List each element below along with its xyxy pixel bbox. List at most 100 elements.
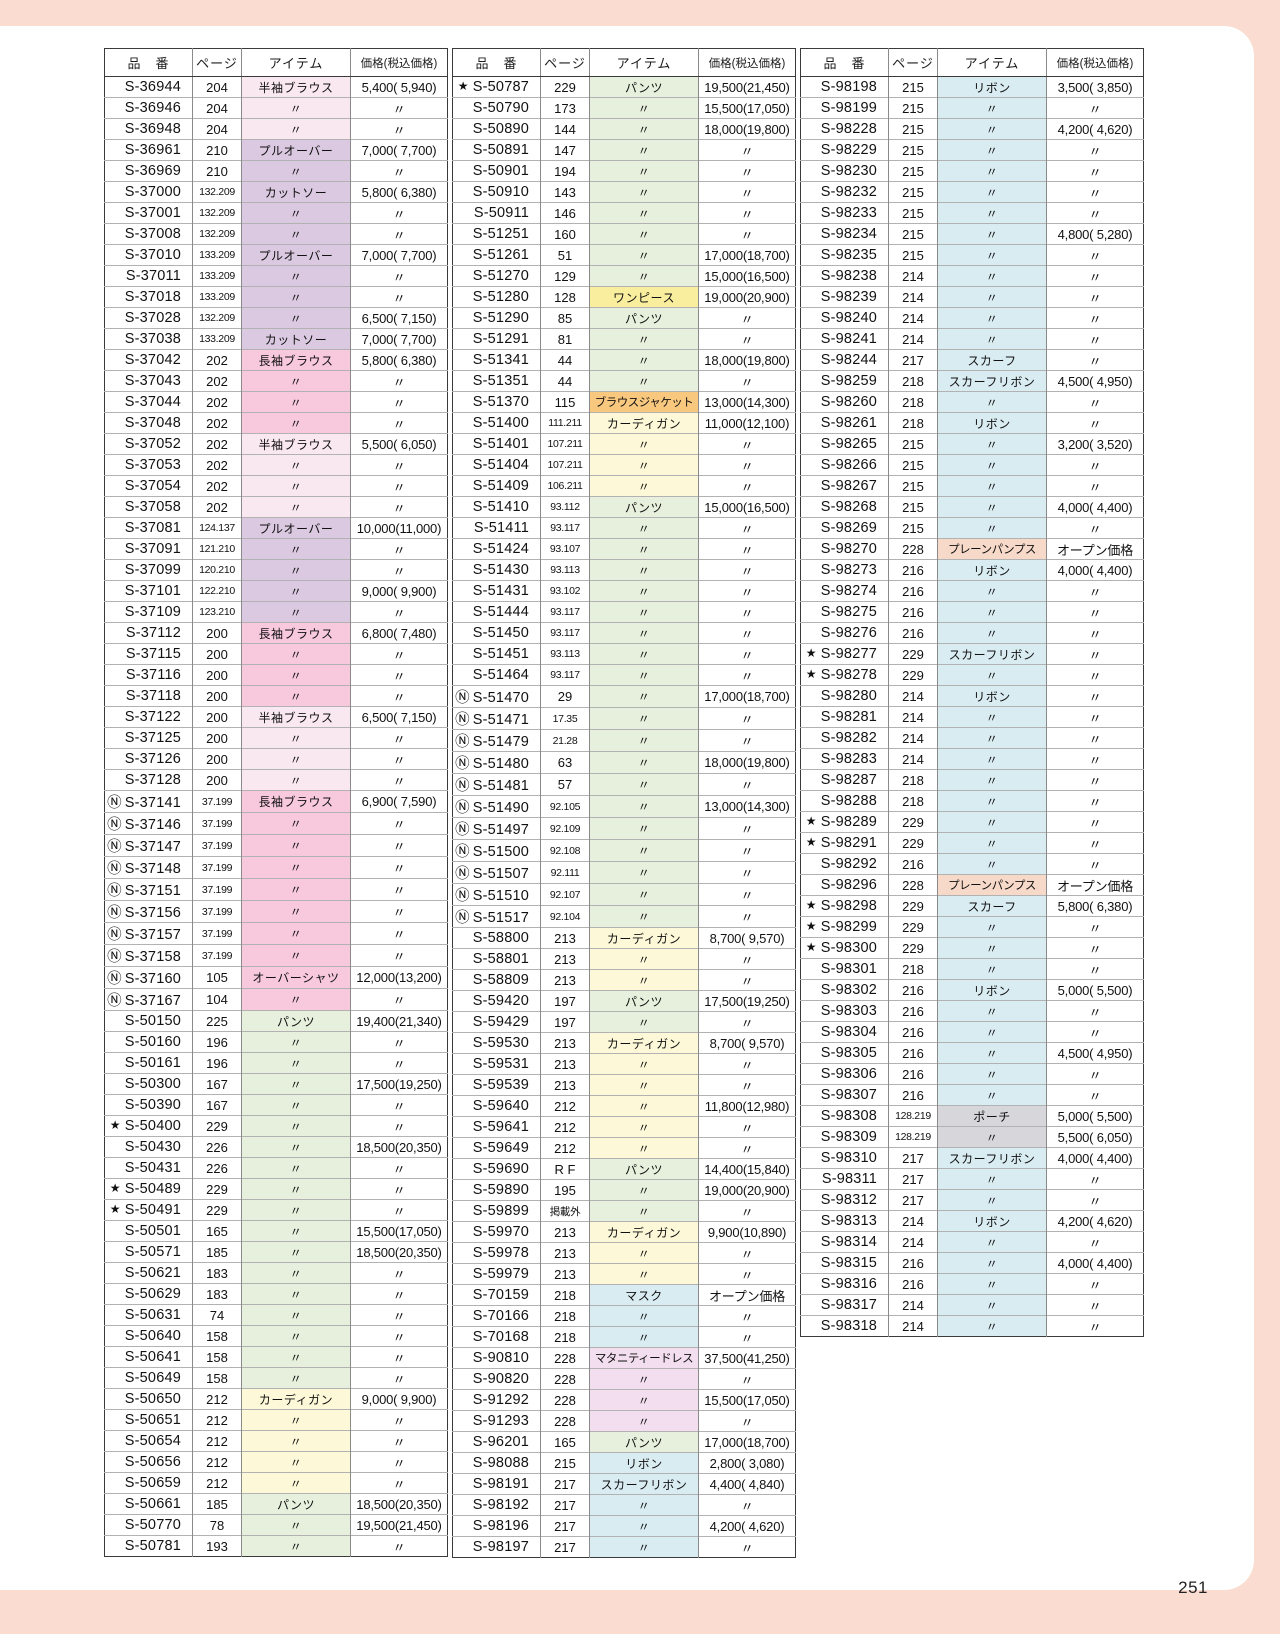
table-row: S-98269 215 〃〃: [800, 517, 1144, 539]
page-ref-cell: 217: [888, 1189, 938, 1211]
table-row: S-50656 212 〃〃: [104, 1451, 448, 1473]
new-item-icon: Ⓝ: [455, 866, 470, 882]
table-row: S-50629 183 〃〃: [104, 1283, 448, 1305]
price-cell: 〃: [698, 370, 796, 392]
price-cell: 〃: [1046, 1021, 1144, 1043]
product-code-cell: ★ S-98278: [800, 664, 889, 686]
item-name-cell: リボン: [937, 685, 1047, 707]
table-row: S-59978 213 〃〃: [452, 1242, 796, 1264]
price-cell: 〃: [350, 1535, 448, 1557]
price-cell: 7,000( 7,700): [350, 244, 448, 266]
item-name-cell: 〃: [589, 1095, 699, 1117]
table-row: S-50390 167 〃〃: [104, 1094, 448, 1116]
product-code: S-37158: [124, 949, 181, 965]
product-code-cell: S-51409: [452, 475, 541, 497]
item-name-cell: 〃: [937, 1021, 1047, 1043]
page-ref-cell: 213: [540, 1074, 590, 1096]
product-code: S-98301: [820, 961, 877, 977]
product-code: S-59890: [472, 1182, 529, 1198]
price-cell: オープン価格: [1046, 874, 1144, 896]
product-code-cell: S-70166: [452, 1305, 541, 1327]
item-name-cell: 〃: [937, 328, 1047, 350]
item-name-cell: 〃: [589, 1263, 699, 1285]
page-ref-cell: 92.107: [540, 883, 590, 906]
product-code: S-50651: [124, 1412, 181, 1428]
product-code-cell: ★ S-50491: [104, 1199, 193, 1221]
page-ref-cell: 202: [192, 349, 242, 371]
product-code: S-98233: [820, 205, 877, 221]
price-cell: 〃: [350, 118, 448, 140]
page-ref-cell: 200: [192, 727, 242, 749]
product-code: S-98244: [820, 352, 877, 368]
item-name-cell: 〃: [589, 643, 699, 665]
table-row: S-50571 185 〃 18,500(20,350): [104, 1241, 448, 1263]
price-cell: 〃: [698, 1074, 796, 1096]
page-ref-cell: 37.199: [192, 856, 242, 879]
product-code-cell: Ⓝ S-51490: [452, 795, 541, 818]
product-code-cell: S-50390: [104, 1094, 193, 1116]
page-ref-cell: 185: [192, 1493, 242, 1515]
item-name-cell: 〃: [589, 1305, 699, 1327]
price-cell: 〃: [1046, 265, 1144, 287]
price-cell: 〃: [1046, 1000, 1144, 1022]
table-row: S-59970 213 カーディガン 9,900(10,890): [452, 1221, 796, 1243]
product-code: S-98198: [820, 79, 877, 95]
page-ref-cell: 215: [540, 1452, 590, 1474]
product-code-cell: Ⓝ S-51507: [452, 861, 541, 884]
item-name-cell: 〃: [241, 1304, 351, 1326]
page-ref-cell: 229: [888, 916, 938, 938]
item-name-cell: 〃: [241, 391, 351, 413]
product-code: S-98309: [820, 1129, 877, 1145]
product-code: S-98276: [820, 625, 877, 641]
price-cell: 〃: [350, 812, 448, 835]
product-code: S-98268: [820, 499, 877, 515]
item-name-cell: 〃: [937, 664, 1047, 686]
price-cell: 〃: [698, 773, 796, 796]
product-code-cell: S-37038: [104, 328, 193, 350]
item-name-cell: 〃: [589, 729, 699, 752]
page-ref-cell: 218: [888, 958, 938, 980]
item-name-cell: 〃: [937, 1315, 1047, 1337]
item-name-cell: 〃: [589, 773, 699, 796]
product-code-cell: S-50161: [104, 1052, 193, 1074]
product-code: S-98283: [820, 751, 877, 767]
product-code: S-70166: [472, 1308, 529, 1324]
product-code: S-50501: [124, 1223, 181, 1239]
product-code-cell: Ⓝ S-51497: [452, 817, 541, 840]
price-cell: 10,000(11,000): [350, 517, 448, 539]
table-row: S-98283 214 〃〃: [800, 748, 1144, 770]
item-name-cell: 〃: [589, 223, 699, 245]
product-code: S-70168: [472, 1329, 529, 1345]
item-name-cell: 〃: [589, 559, 699, 581]
table-row: S-51401 107.211 〃〃: [452, 433, 796, 455]
item-name-cell: 〃: [589, 580, 699, 602]
product-code: S-50911: [473, 205, 529, 221]
product-code-cell: S-98228: [800, 118, 889, 140]
page-ref-cell: 215: [888, 223, 938, 245]
page-ref-cell: 216: [888, 1252, 938, 1274]
price-cell: 19,000(20,900): [698, 286, 796, 308]
product-code-cell: S-50656: [104, 1451, 193, 1473]
page-ref-cell: 掲載外: [540, 1200, 590, 1222]
product-code: S-37157: [124, 927, 181, 943]
product-code-cell: S-51261: [452, 244, 541, 266]
product-code-cell: S-98230: [800, 160, 889, 182]
product-code: S-98265: [820, 436, 877, 452]
table-row: Ⓝ S-37156 37.199 〃〃: [104, 900, 448, 923]
table-row: S-59429 197 〃〃: [452, 1011, 796, 1033]
product-code-cell: S-37054: [104, 475, 193, 497]
product-code-cell: S-98268: [800, 496, 889, 518]
page-ref-cell: 93.113: [540, 559, 590, 581]
product-code-cell: S-98088: [452, 1452, 541, 1474]
table-row: S-37043 202 〃〃: [104, 370, 448, 392]
star-icon: ★: [805, 940, 817, 954]
price-cell: 〃: [698, 883, 796, 906]
table-row: Ⓝ S-51479 21.28 〃〃: [452, 729, 796, 752]
product-code-cell: S-37101: [104, 580, 193, 602]
column-header: アイテム: [241, 48, 351, 77]
table-row: Ⓝ S-51497 92.109 〃〃: [452, 817, 796, 840]
page-ref-cell: 165: [540, 1431, 590, 1453]
page-ref-cell: 132.209: [192, 223, 242, 245]
page-ref-cell: 213: [540, 1242, 590, 1264]
